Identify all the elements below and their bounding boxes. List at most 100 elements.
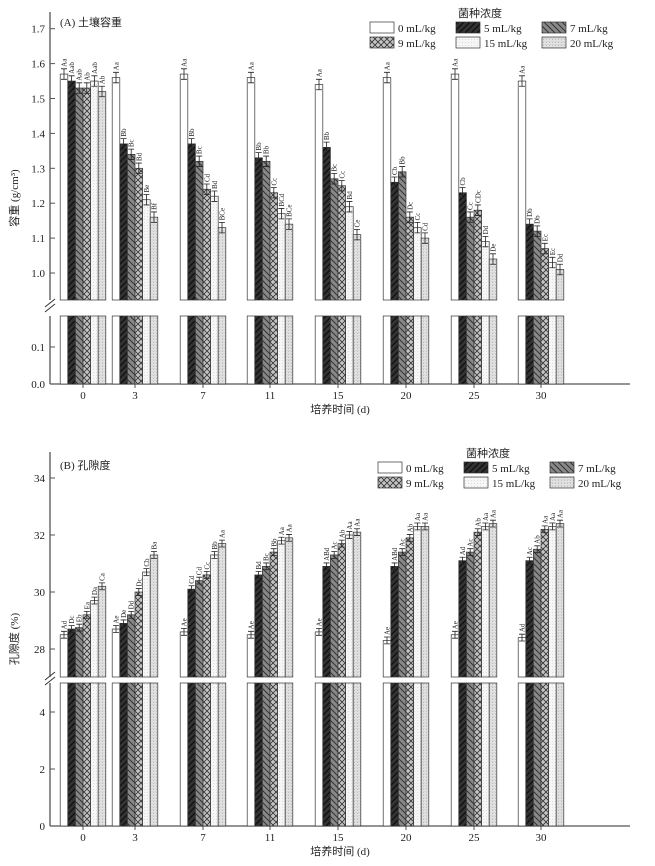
error-bar [549, 522, 556, 531]
data-label: Ce [354, 220, 362, 228]
error-bar [459, 556, 466, 565]
data-label: Ac [467, 539, 475, 547]
data-label: Bb [188, 128, 196, 137]
bar [420, 237, 430, 301]
bar-lower [82, 682, 91, 827]
bar [488, 523, 498, 678]
data-label: BCe [219, 208, 227, 220]
bar-lower [322, 682, 331, 827]
panel-title: (B) 孔隙度 [60, 458, 110, 472]
bar-lower [398, 682, 407, 827]
data-label: Dd [128, 600, 136, 609]
bar-lower [217, 315, 227, 385]
error-bar [490, 519, 496, 528]
bar-lower [142, 682, 151, 827]
bar [352, 234, 362, 301]
bar-lower [210, 682, 219, 827]
bar [458, 192, 467, 301]
bar-lower [262, 315, 271, 385]
bar [187, 588, 196, 678]
bar-lower [75, 315, 84, 385]
error-bar [120, 619, 127, 628]
bar-lower [187, 315, 196, 385]
error-bar [391, 562, 398, 571]
legend-label: 15 mL/kg [484, 38, 528, 50]
error-bar [541, 525, 548, 534]
bar [142, 199, 151, 301]
error-bar [406, 534, 413, 542]
bar [330, 178, 339, 301]
error-bar [534, 545, 541, 554]
y-tick-label: 1.0 [31, 268, 45, 280]
error-bar [519, 633, 525, 642]
x-tick-label: 15 [333, 390, 345, 402]
data-label: Cd [188, 575, 196, 584]
data-label: Ec [549, 248, 557, 255]
bar-lower [111, 682, 121, 827]
error-bar [526, 556, 533, 565]
bar [525, 223, 534, 301]
error-bar [286, 218, 292, 230]
error-bar [346, 531, 353, 539]
error-bar [526, 218, 533, 230]
bar-lower [90, 682, 99, 827]
bar-lower [262, 682, 271, 827]
data-label: Aab [76, 69, 84, 81]
bar [111, 77, 121, 301]
data-label: Cd [422, 222, 430, 231]
bar [337, 185, 346, 301]
data-label: BCd [278, 193, 286, 206]
bar-lower [119, 315, 128, 385]
bar-lower [254, 682, 263, 827]
bar [555, 523, 565, 678]
data-label: De [490, 244, 498, 252]
error-bar [452, 68, 458, 80]
data-label: Aab [68, 62, 76, 74]
bar-lower [202, 682, 211, 827]
bar-lower [517, 315, 527, 385]
bar-lower [398, 315, 407, 385]
bar-lower [314, 315, 324, 385]
error-bar [181, 628, 187, 636]
error-bar [188, 585, 195, 593]
legend-label: 15 mL/kg [492, 478, 536, 490]
bar-lower [59, 682, 69, 827]
bar [82, 87, 91, 301]
bar-lower [555, 682, 565, 827]
error-bar [76, 82, 83, 94]
x-tick-label: 7 [200, 832, 206, 844]
bar [111, 628, 121, 678]
error-bar [286, 534, 292, 542]
bar [254, 574, 263, 678]
bar-lower [67, 682, 76, 827]
data-label: Cb [459, 177, 467, 186]
data-label: ABd [391, 547, 399, 561]
error-bar [113, 625, 119, 633]
data-label: Aa [557, 509, 565, 518]
data-label: Dd [482, 225, 490, 234]
error-bar [151, 551, 157, 559]
data-label: Aab [91, 62, 99, 74]
bar [149, 216, 159, 301]
bar [97, 91, 107, 301]
bar [127, 153, 136, 301]
panel-title: (A) 土壤容重 [60, 15, 122, 29]
data-label: Aa [248, 61, 256, 70]
data-label: Ec [541, 234, 549, 241]
data-label: Aa [422, 512, 430, 521]
legend-swatch [463, 461, 489, 474]
data-label: Ad [459, 546, 467, 555]
bar [488, 258, 498, 301]
bar [90, 600, 99, 678]
bar-lower [420, 682, 430, 827]
data-label: Cd [203, 173, 211, 182]
bar [533, 230, 542, 301]
bar-lower [187, 682, 196, 827]
y-tick-label: 1.1 [31, 233, 45, 245]
legend-label: 7 mL/kg [570, 23, 608, 35]
bar-lower [97, 315, 107, 385]
bar [142, 571, 151, 678]
y-tick-label: 1.5 [31, 94, 45, 106]
data-label: Ab [474, 518, 482, 527]
data-label: Aa [278, 526, 286, 535]
